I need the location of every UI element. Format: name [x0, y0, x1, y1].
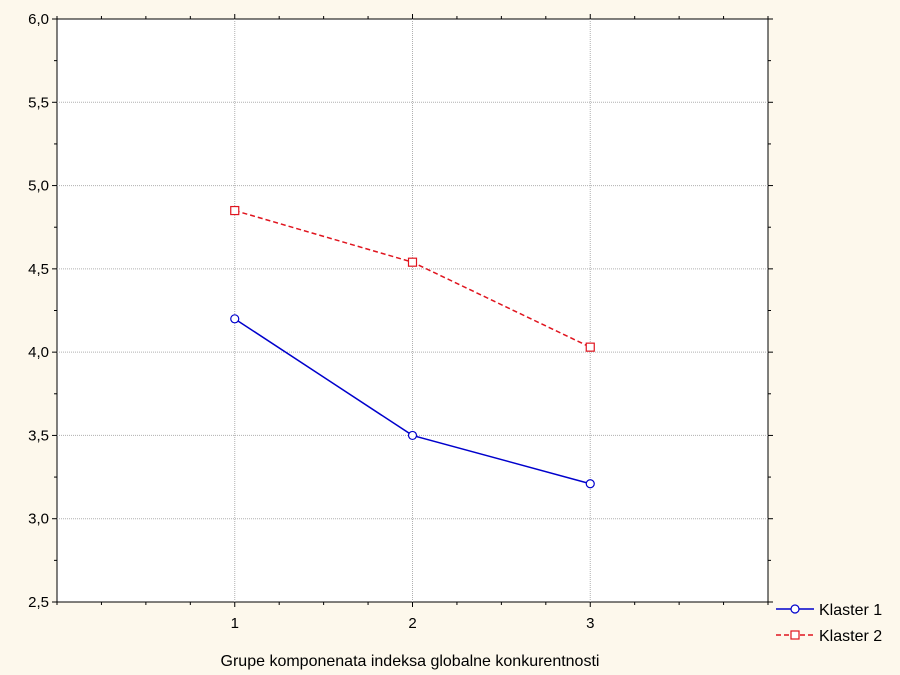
plot-area	[56, 18, 769, 603]
y-tick-label: 4,0	[28, 344, 49, 361]
y-tick-labels: 2,5 3,0 3,5 4,0 4,5 5,0 5,5 6,0	[28, 11, 49, 611]
y-tick-label: 4,5	[28, 261, 49, 278]
x-tick-label: 1	[231, 615, 239, 632]
series-1-point	[585, 479, 595, 489]
series-2-legend-marker	[790, 630, 800, 640]
axis-ticks	[52, 14, 773, 607]
series-2-legend-label: Klaster 2	[819, 628, 882, 645]
x-tick-label: 3	[586, 615, 594, 632]
series-2-point	[585, 342, 595, 352]
y-tick-label: 3,0	[28, 511, 49, 528]
y-tick-label: 5,5	[28, 94, 49, 111]
series-group	[230, 205, 595, 489]
series-1-point	[230, 314, 240, 324]
series-2-point	[407, 257, 418, 267]
series-1-point	[407, 430, 418, 441]
legend: Klaster 1 Klaster 2	[776, 602, 882, 645]
x-axis-label: Grupe komponenata indeksa globalne konku…	[221, 653, 600, 670]
grid-lines	[57, 19, 768, 602]
series-2-point	[230, 205, 240, 216]
x-tick-labels: 1 2 3	[231, 615, 595, 632]
y-tick-label: 2,5	[28, 594, 49, 611]
y-tick-label: 6,0	[28, 11, 49, 28]
series-1-legend-label: Klaster 1	[819, 602, 882, 619]
series-1-legend-marker	[790, 604, 800, 614]
y-tick-label: 5,0	[28, 178, 49, 195]
y-tick-label: 3,5	[28, 427, 49, 444]
x-tick-label: 2	[408, 615, 416, 632]
